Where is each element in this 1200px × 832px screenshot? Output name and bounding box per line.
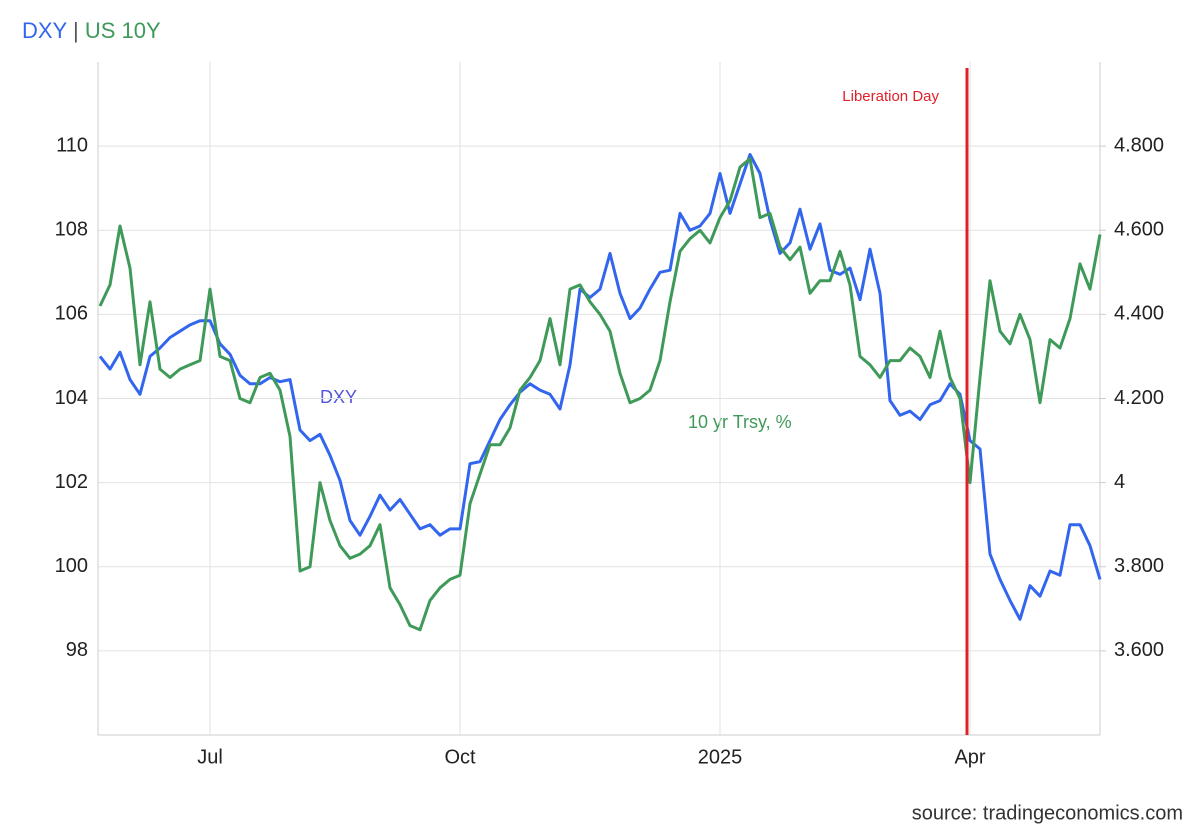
y2-tick-label: 3.800 xyxy=(1114,555,1164,577)
x-tick-label: Apr xyxy=(954,746,985,768)
series-label: DXY xyxy=(320,387,357,407)
y-tick-label: 110 xyxy=(56,134,88,156)
x-tick-label: 2025 xyxy=(698,746,743,768)
source: source: tradingeconomics.com xyxy=(912,802,1183,824)
title-part: | xyxy=(73,18,79,43)
y2-tick-label: 4 xyxy=(1114,471,1125,493)
y-tick-label: 102 xyxy=(55,471,88,493)
title-part: US 10Y xyxy=(85,18,161,43)
series-label: 10 yr Trsy, % xyxy=(688,412,792,432)
y2-tick-label: 4.200 xyxy=(1114,387,1164,409)
y2-tick-label: 4.600 xyxy=(1114,219,1164,241)
y-tick-label: 98 xyxy=(66,639,88,661)
series-line xyxy=(98,157,1102,632)
title-part: DXY xyxy=(22,18,68,43)
y2-tick-label: 4.800 xyxy=(1114,134,1164,156)
y-tick-label: 106 xyxy=(55,303,88,325)
y2-tick-label: 4.400 xyxy=(1114,303,1164,325)
series-line xyxy=(98,153,1102,621)
chart-title: DXY | US 10Y xyxy=(22,18,161,43)
y2-tick-label: 3.600 xyxy=(1114,639,1164,661)
x-tick-label: Jul xyxy=(197,746,223,768)
y-tick-label: 104 xyxy=(55,387,88,409)
annotation-label: Liberation Day xyxy=(842,88,939,105)
y-tick-label: 100 xyxy=(55,555,88,577)
y-tick-label: 108 xyxy=(55,219,88,241)
x-tick-label: Oct xyxy=(444,746,476,768)
